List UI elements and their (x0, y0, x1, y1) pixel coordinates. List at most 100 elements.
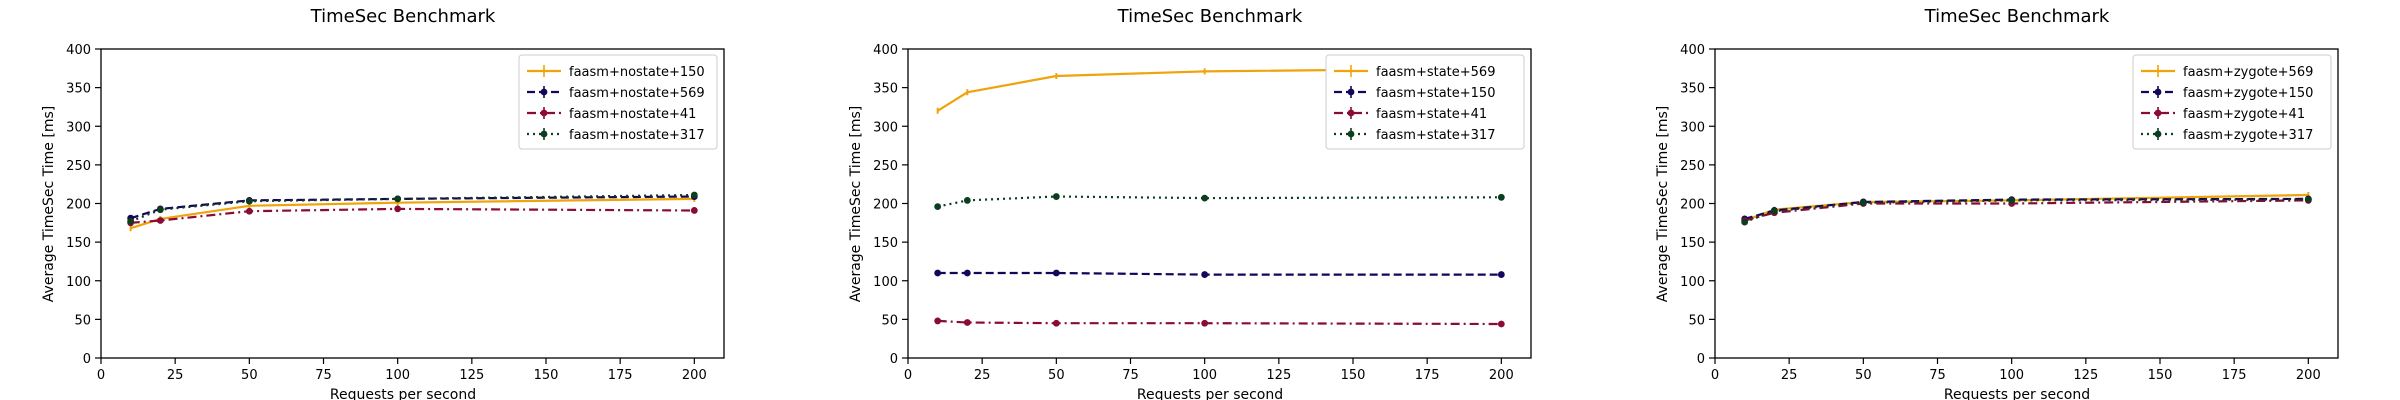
legend-marker (540, 88, 548, 96)
legend-label: faasm+nostate+317 (569, 128, 705, 143)
legend-marker (1347, 88, 1355, 96)
y-axis-label: Average TimeSec Time [ms] (41, 106, 57, 302)
data-point (934, 203, 942, 210)
data-point (1770, 207, 1778, 215)
y-tick-label: 300 (66, 120, 91, 135)
data-point (1201, 194, 1209, 202)
x-tick-label: 100 (385, 368, 410, 383)
legend-marker (1347, 130, 1355, 138)
y-tick-label: 150 (66, 236, 91, 251)
x-tick-label: 150 (534, 368, 559, 383)
x-tick-label: 175 (608, 368, 633, 383)
x-tick-label: 25 (1781, 368, 1798, 383)
x-tick-label: 50 (1048, 368, 1065, 383)
x-axis-label: Requests per second (330, 387, 476, 400)
y-tick-label: 250 (1680, 159, 1705, 174)
data-point (245, 207, 253, 215)
chart-panel-3: TimeSec Benchmark Requests per second Av… (1655, 6, 2339, 400)
data-point (2008, 197, 2016, 204)
data-point (1497, 193, 1505, 201)
y-tick-label: 100 (66, 275, 91, 290)
x-axis-label: Requests per second (1944, 387, 2090, 400)
data-point (2304, 196, 2312, 204)
y-tick-label: 200 (66, 198, 91, 213)
y-axis-label: Average TimeSec Time [ms] (1655, 106, 1671, 302)
y-tick-label: 400 (873, 43, 898, 58)
x-tick-label: 0 (1711, 368, 1719, 383)
y-tick-label: 0 (1697, 352, 1705, 367)
x-tick-label: 75 (315, 368, 332, 383)
legend: faasm+nostate+150 faasm+nostate+569 faasm+… (518, 54, 718, 150)
plot-frame (1714, 48, 2339, 359)
x-tick-label: 0 (97, 368, 105, 383)
y-tick-label: 250 (66, 159, 91, 174)
legend-label: faasm+zygote+317 (2183, 128, 2313, 143)
data-point (156, 206, 164, 214)
x-tick-label: 150 (2148, 368, 2173, 383)
data-point (1052, 319, 1060, 327)
legend-label: faasm+zygote+569 (2183, 65, 2313, 80)
data-point (394, 195, 402, 203)
legend-box (518, 54, 718, 150)
x-tick-label: 100 (1192, 368, 1217, 383)
data-point (156, 217, 164, 224)
x-tick-label: 175 (2222, 368, 2247, 383)
legend-marker (2154, 109, 2162, 117)
x-tick-label: 100 (1999, 368, 2024, 383)
chart-title: TimeSec Benchmark (1924, 6, 2110, 27)
legend-label: faasm+state+317 (1376, 128, 1495, 143)
chart-title: TimeSec Benchmark (1117, 6, 1303, 27)
y-tick-label: 350 (873, 82, 898, 97)
x-tick-label: 200 (682, 368, 707, 383)
x-tick-label: 50 (241, 368, 258, 383)
data-point (245, 197, 253, 205)
x-tick-label: 150 (1341, 368, 1366, 383)
y-tick-label: 0 (890, 352, 898, 367)
y-tick-label: 300 (1680, 120, 1705, 135)
legend-marker (2154, 130, 2162, 138)
legend: faasm+zygote+569 faasm+zygote+150 faasm+zy… (2132, 54, 2332, 150)
x-tick-label: 200 (2296, 368, 2321, 383)
data-point (1201, 271, 1209, 278)
y-tick-label: 100 (1680, 275, 1705, 290)
x-tick-label: 75 (1122, 368, 1139, 383)
data-point (1859, 199, 1867, 207)
x-tick-label: 200 (1489, 368, 1514, 383)
plot-frame (100, 48, 725, 359)
y-tick-label: 300 (873, 120, 898, 135)
data-point (963, 269, 971, 277)
y-tick-label: 200 (873, 198, 898, 213)
data-point (1052, 269, 1060, 277)
x-tick-label: 125 (2073, 368, 2098, 383)
legend-marker (540, 130, 548, 138)
data-point (1052, 193, 1060, 200)
legend-label: faasm+state+41 (1376, 107, 1487, 122)
data-point (690, 207, 698, 214)
y-tick-label: 50 (881, 313, 898, 328)
data-point (1497, 271, 1505, 278)
series-line (937, 271, 1502, 276)
x-tick-label: 125 (1266, 368, 1291, 383)
data-point (1741, 218, 1749, 226)
legend: faasm+state+569 faasm+state+150 faasm+stat… (1325, 54, 1525, 150)
x-tick-label: 25 (974, 368, 991, 383)
y-tick-label: 150 (873, 236, 898, 251)
legend-label: faasm+zygote+150 (2183, 86, 2313, 101)
y-tick-label: 400 (66, 43, 91, 58)
data-point (934, 317, 942, 325)
legend-marker (540, 109, 548, 117)
chart-panel-2: TimeSec Benchmark Requests per second Av… (848, 6, 1532, 400)
x-tick-label: 75 (1929, 368, 1946, 383)
x-tick-label: 0 (904, 368, 912, 383)
legend-label: faasm+zygote+41 (2183, 107, 2305, 122)
data-point (690, 191, 698, 199)
y-tick-label: 400 (1680, 43, 1705, 58)
plot-frame (907, 48, 1532, 359)
y-axis-label: Average TimeSec Time [ms] (848, 106, 864, 302)
y-tick-label: 150 (1680, 236, 1705, 251)
data-point (394, 205, 402, 213)
y-tick-label: 350 (1680, 82, 1705, 97)
y-tick-label: 0 (83, 352, 91, 367)
data-point (1201, 319, 1209, 327)
